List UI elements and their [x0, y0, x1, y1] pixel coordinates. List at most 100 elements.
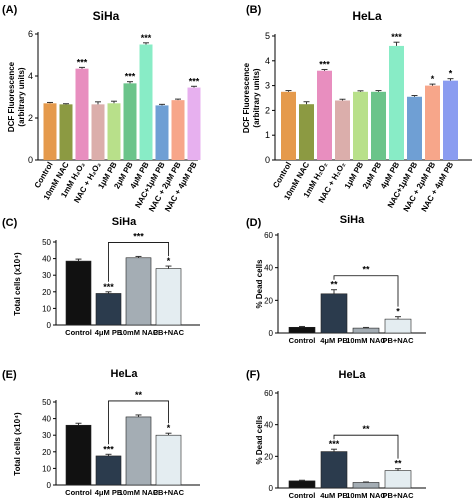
- bar: [299, 104, 314, 160]
- bar: [384, 470, 412, 489]
- y-axis-label: Total cells (x10⁴): [13, 252, 22, 316]
- y-tick-label: 30: [42, 431, 51, 440]
- chart-panel-d: (D) SiHa 0 20 40 60 % Dead cells Control ** 4μM P…: [246, 214, 426, 345]
- bar: [407, 96, 422, 160]
- y-tick-label: 30: [42, 271, 51, 280]
- chart-panel-c: (C) SiHa 0 10 20 30 40 50 Total cells (x10⁴) Cont…: [2, 216, 200, 337]
- bar: [335, 100, 350, 160]
- chart-panel-b: (B) HeLa 0 1 2 3 4 5 DCF Fluorescence(arbitrary …: [242, 4, 472, 213]
- panel-label: (B): [246, 4, 262, 16]
- y-tick-label: 60: [264, 389, 273, 398]
- y-axis-label: % Dead cells: [255, 259, 264, 308]
- y-tick-label: 20: [264, 452, 273, 461]
- bar: [65, 424, 92, 486]
- x-tick-label: 4μM PB: [95, 328, 123, 337]
- y-tick-label: 40: [42, 255, 51, 264]
- chart-title: SiHa: [340, 214, 365, 226]
- comparison-bracket: [333, 275, 399, 307]
- y-tick-label: 0: [269, 329, 274, 338]
- bar: [123, 83, 137, 160]
- bar: [384, 318, 412, 334]
- x-tick-label: PB+NAC: [153, 488, 185, 497]
- significance-mark: *: [449, 69, 453, 79]
- bar: [371, 91, 386, 160]
- x-tick-label: 4μM PB: [95, 488, 123, 497]
- y-axis-label-line: (arbitrary units): [17, 67, 26, 126]
- bracket-label: **: [362, 424, 370, 434]
- x-tick-label: 4μM PB: [320, 491, 348, 498]
- bracket-label: **: [135, 390, 143, 400]
- chart-title: SiHa: [93, 9, 120, 23]
- x-tick-label: 10mM NAC: [119, 328, 159, 337]
- panel-label: (C): [2, 217, 18, 229]
- y-tick-label: 2: [28, 113, 33, 123]
- chart-title: HeLa: [352, 9, 382, 23]
- bar: [320, 293, 348, 334]
- x-tick-label: 10mM NAC: [346, 336, 386, 345]
- y-axis-label: Total cells (x10⁴): [13, 412, 22, 476]
- comparison-bracket: [333, 434, 399, 459]
- y-axis-label: % Dead cells: [255, 415, 264, 464]
- y-tick-label: 40: [42, 415, 51, 424]
- significance-mark: *: [396, 307, 400, 317]
- bar: [353, 91, 368, 160]
- significance-mark: ***: [77, 57, 88, 67]
- bar: [155, 268, 182, 326]
- bar: [125, 257, 152, 326]
- y-tick-label: 40: [264, 421, 273, 430]
- significance-mark: ***: [189, 76, 200, 86]
- chart-title: SiHa: [112, 216, 137, 228]
- bar: [288, 326, 316, 334]
- comparison-bracket: [108, 400, 169, 445]
- y-tick-label: 10: [42, 304, 51, 313]
- x-tick-label: 10mM NAC: [119, 488, 159, 497]
- x-tick-label: Control: [65, 328, 92, 337]
- y-tick-label: 40: [264, 264, 273, 273]
- x-tick-label: Control: [289, 336, 316, 345]
- bar: [95, 455, 122, 486]
- bar: [95, 293, 122, 326]
- significance-mark: ***: [329, 439, 340, 449]
- x-tick-label: 4μM PB: [320, 336, 348, 345]
- bar: [352, 482, 380, 489]
- y-tick-label: 50: [42, 238, 51, 247]
- y-tick-label: 20: [264, 296, 273, 305]
- chart-panel-a: (A) SiHa 0 2 4 6 DCF Fluorescence(arbitrary un…: [2, 4, 201, 213]
- y-tick-label: 4: [265, 56, 270, 66]
- y-tick-label: 2: [265, 105, 270, 115]
- x-tick-label: PB+NAC: [382, 336, 414, 345]
- panel-label: (E): [2, 369, 17, 381]
- chart-title: HeLa: [339, 369, 367, 381]
- y-tick-label: 4: [28, 71, 33, 81]
- y-tick-label: 0: [265, 155, 270, 165]
- significance-mark: ***: [141, 33, 152, 43]
- bar: [443, 80, 458, 160]
- bar: [317, 70, 332, 160]
- bar: [389, 45, 404, 160]
- bar: [171, 100, 185, 160]
- bar: [320, 451, 348, 489]
- significance-mark: ***: [125, 72, 136, 82]
- y-axis-label: DCF Fluorescence(arbitrary units): [7, 61, 26, 132]
- bar: [59, 104, 73, 160]
- bar: [91, 104, 105, 160]
- significance-mark: *: [167, 423, 171, 433]
- bar: [75, 68, 89, 160]
- comparison-bracket: [108, 242, 169, 282]
- y-tick-label: 0: [28, 155, 33, 165]
- x-tick-label: PB+NAC: [382, 491, 414, 498]
- y-tick-label: 20: [42, 448, 51, 457]
- significance-mark: *: [431, 74, 435, 84]
- y-tick-label: 0: [269, 484, 274, 493]
- y-tick-label: 0: [47, 321, 52, 330]
- bar: [352, 327, 380, 334]
- chart-title: HeLa: [111, 368, 139, 380]
- bar: [125, 416, 152, 486]
- significance-mark: ***: [319, 59, 330, 69]
- panel-label: (D): [246, 217, 262, 229]
- y-axis-label-line: DCF Fluorescence: [242, 62, 251, 133]
- y-tick-label: 20: [42, 288, 51, 297]
- y-axis-label-line: DCF Fluorescence: [7, 61, 16, 132]
- x-tick-label: PB+NAC: [153, 328, 185, 337]
